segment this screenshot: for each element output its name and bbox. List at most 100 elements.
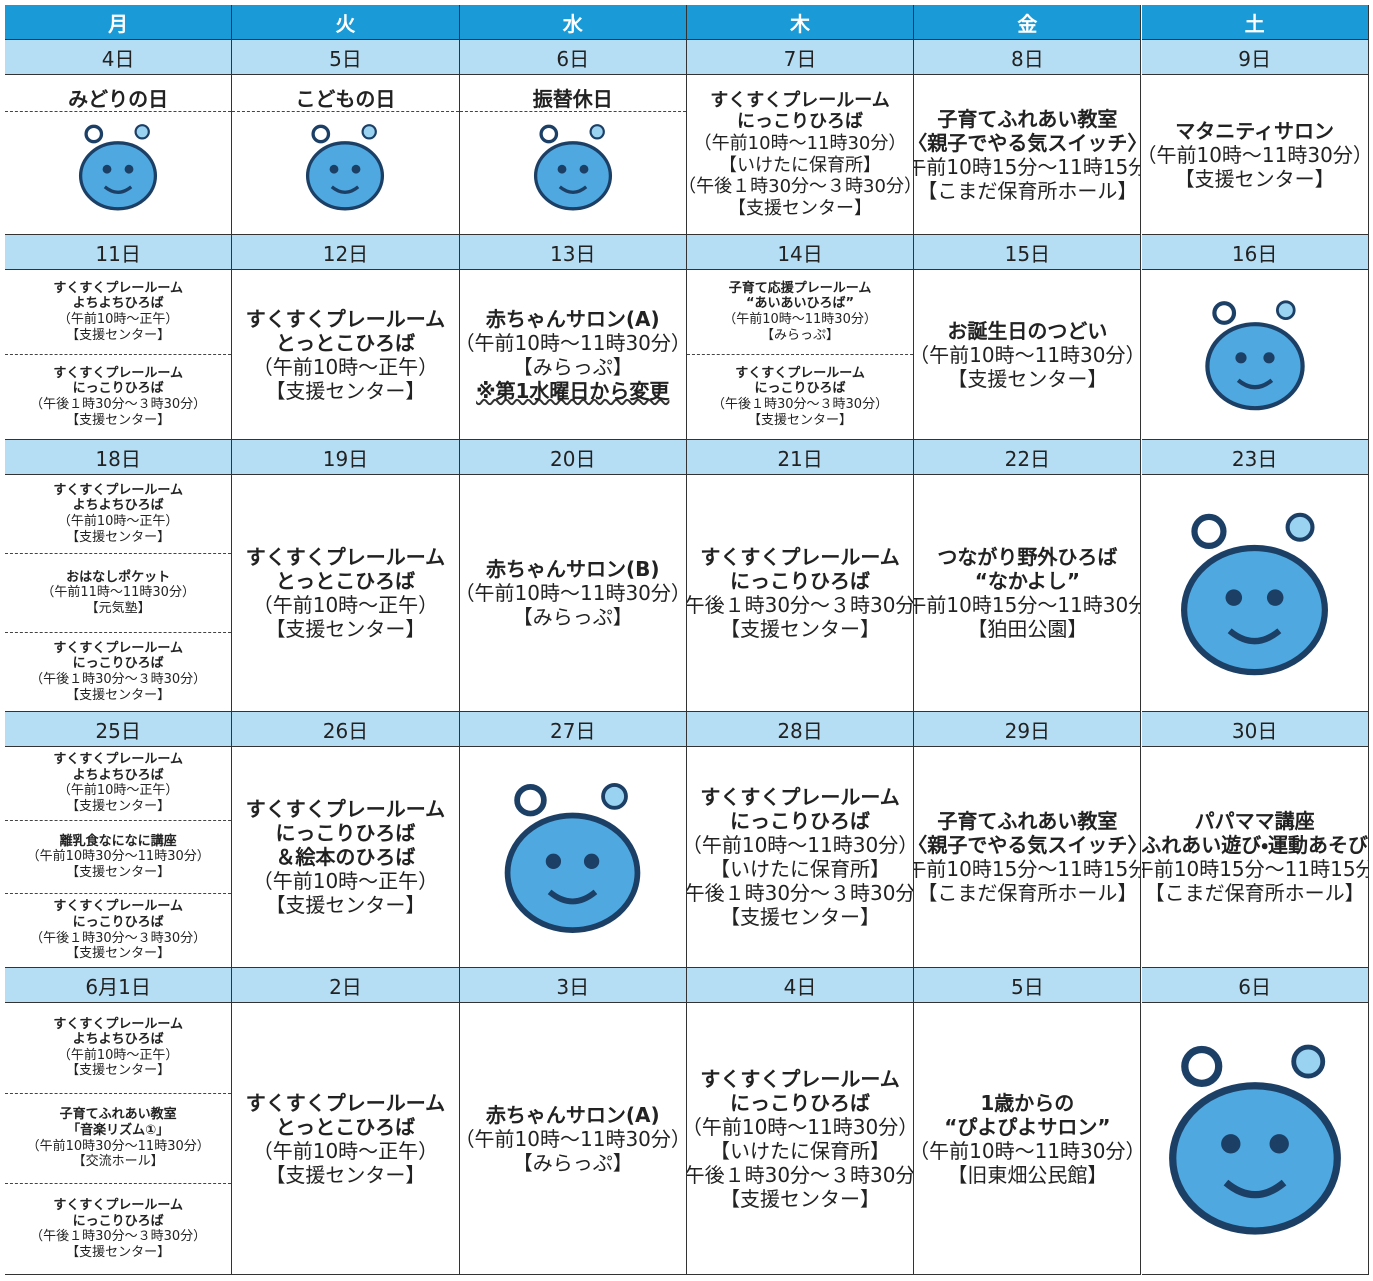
event-section: パパママ講座「ふれあい遊び・運動あそび」（午前10時15分～11時15分）【こま… [1142, 747, 1368, 967]
weekday-header: 金 [914, 5, 1142, 40]
event-text: （午前11時～11時30分） [41, 585, 195, 601]
event-text: すくすくプレールーム [700, 785, 900, 809]
event-text: 【いけたに保育所】 [710, 1138, 891, 1163]
event-section: お誕生日のつどい （午前10時～11時30分） 【支援センター】 [914, 270, 1140, 439]
date-cell: 14日 [686, 235, 915, 270]
event-section: すくすくプレールーム とっとこひろば （午前10時～正午） 【支援センター】 [232, 270, 458, 439]
event-text: “ぴよぴよサロン” [944, 1114, 1111, 1139]
event-text: とっとこひろば [275, 569, 416, 593]
date-cell: 28日 [686, 712, 915, 747]
event-text: 【支援センター】 [66, 1244, 171, 1260]
event-text: 【支援センター】 [66, 327, 171, 343]
event-text: （午前10時～正午） [252, 593, 439, 617]
event-text: 【交流ホール】 [72, 1154, 164, 1170]
event-text: （午前10時～正午） [57, 783, 179, 799]
date-cell: 27日 [459, 712, 687, 747]
event-text: 〈親子でやる気スイッチ〉 [914, 130, 1142, 155]
event-text: （午前10時～11時30分） [459, 330, 687, 355]
event-text: 赤ちゃんサロン(A) [485, 1102, 660, 1127]
weekday-header: 水 [459, 5, 687, 40]
event-cell: 赤ちゃんサロン(B) （午前10時～11時30分） 【みらっぷ】 [459, 475, 687, 712]
event-text: すくすくプレールーム [53, 640, 183, 656]
date-cell: 5日 [914, 968, 1142, 1003]
event-section: 振替休日 [459, 87, 686, 112]
event-text: 【支援センター】 [66, 1063, 171, 1079]
date-cell: 4日 [5, 40, 233, 75]
event-text: マタニティサロン [1175, 118, 1335, 143]
event-text: ※第1水曜日から変更 [476, 378, 670, 403]
illustration [1181, 512, 1329, 675]
event-text: （午前10時～正午） [57, 312, 179, 327]
event-text: にっこりひろば [72, 1213, 164, 1229]
event-text: すくすくプレールーム [53, 280, 183, 296]
event-cell: すくすくプレールーム とっとこひろば （午前10時～正午） 【支援センター】 [232, 1003, 460, 1275]
date-cell: 13日 [459, 235, 687, 270]
illustration [504, 782, 641, 933]
event-text: パパママ講座 [1194, 809, 1315, 833]
event-text: （午後１時30分～３時30分） [686, 881, 915, 905]
illustration [306, 124, 385, 211]
event-text: 子育て応援プレールーム [728, 280, 872, 296]
event-cell: すくすくプレールーム にっこりひろば （午前10時～11時30分） 【いけたに保育所】… [686, 747, 915, 968]
event-section: すくすくプレールームにっこりひろば（午後１時30分～３時30分）【支援センター】 [5, 1184, 231, 1274]
event-text: （午前10時～正午） [252, 869, 439, 893]
event-text: 【いけたに保育所】 [719, 154, 882, 176]
event-cell: 1歳からの “ぴよぴよサロン” （午前10時～11時30分） 【旧東畑公民館】 [914, 1003, 1142, 1275]
event-cell: みどりの日 [5, 75, 233, 235]
event-text: すくすくプレールーム [700, 1066, 900, 1091]
event-section: 赤ちゃんサロン(B) （午前10時～11時30分） 【みらっぷ】 [460, 475, 686, 711]
event-text: 【支援センター】 [748, 412, 853, 428]
event-cell: マタニティサロン （午前10時～11時30分） 【支援センター】 [1141, 75, 1369, 235]
date-cell: 8日 [914, 40, 1142, 75]
event-text: にっこりひろば [730, 809, 871, 833]
event-text: にっこりひろば [72, 381, 164, 397]
event-cell: すくすくプレールーム よちよちひろば （午前10時～正午） 【支援センター】 子育てふれ… [5, 1003, 233, 1275]
date-cell: 11日 [5, 235, 233, 270]
event-text: すくすくプレールーム [700, 545, 900, 569]
date-cell: 5日 [232, 40, 460, 75]
illustration [79, 124, 158, 211]
event-cell [459, 747, 687, 968]
event-text: “あいあいひろば” [745, 296, 855, 312]
event-cell: 赤ちゃんサロン(A) （午前10時～11時30分） 【みらっぷ】 [459, 1003, 687, 1275]
event-text: とっとこひろば [275, 330, 416, 355]
event-text: すくすくプレールーム [245, 306, 446, 331]
event-text: すくすくプレールーム [53, 1197, 183, 1213]
event-cell: すくすくプレールーム にっこりひろば （午前10時～11時30分） 【いけたに保育所】… [686, 75, 915, 235]
event-text: （午後１時30分～３時30分） [711, 397, 889, 412]
event-section: すくすくプレールームにっこりひろば（午後１時30分～３時30分）【支援センター】 [687, 355, 913, 439]
date-cell: 15日 [914, 235, 1142, 270]
event-text: すくすくプレールーム [53, 482, 183, 498]
event-text: 子育てふれあい教室 [937, 106, 1118, 131]
event-text: 【支援センター】 [66, 946, 171, 962]
event-cell: お誕生日のつどい （午前10時～11時30分） 【支援センター】 [914, 270, 1142, 440]
event-text: すくすくプレールーム [245, 797, 446, 821]
event-text: つながり野外ひろば [937, 545, 1118, 569]
date-cell: 29日 [914, 712, 1142, 747]
event-text: 〈親子でやる気スイッチ〉 [914, 833, 1142, 857]
illustration [533, 124, 612, 211]
event-text: お誕生日のつどい [947, 318, 1108, 343]
weekday-header: 火 [232, 5, 460, 40]
event-text: （午前10時～11時30分） [459, 581, 687, 605]
event-text: 【みらっぷ】 [512, 1150, 633, 1175]
event-text: 【みらっぷ】 [761, 327, 840, 343]
event-text: （午前10時15分～11時15分） [914, 154, 1140, 179]
event-text: 赤ちゃんサロン(B) [485, 557, 660, 581]
event-section: おはなしポケット （午前11時～11時30分） 【元気塾】 [5, 554, 232, 633]
event-text: （午前10時～11時30分） [686, 1114, 915, 1139]
event-section: すくすくプレールームにっこりひろば（午後１時30分～３時30分）【支援センター】 [5, 633, 231, 711]
event-section: 1歳からの “ぴよぴよサロン” （午前10時～11時30分） 【旧東畑公民館】 [914, 1003, 1140, 1274]
event-section: すくすくプレールーム にっこりひろば ＆絵本のひろば （午前10時～正午） 【支援センタ… [232, 747, 458, 967]
event-text: ＆絵本のひろば [275, 845, 416, 869]
event-section: すくすくプレールーム よちよちひろば （午前10時～正午） 【支援センター】 [5, 747, 232, 821]
event-cell: すくすくプレールーム よちよちひろば （午前10時～正午） 【支援センター】 離乳食なに… [5, 747, 233, 968]
event-text: にっこりひろば [72, 656, 164, 672]
weekday-header: 木 [686, 5, 915, 40]
event-text: 【支援センター】 [947, 366, 1108, 391]
event-text: 【こまだ保育所ホール】 [917, 178, 1138, 203]
event-section: すくすくプレールーム にっこりひろば （午前10時～11時30分） 【いけたに保育所】… [687, 75, 913, 234]
event-text: （午前10時～11時30分） [459, 1126, 687, 1151]
event-text: （午後１時30分～３時30分） [686, 1162, 915, 1187]
event-section: すくすくプレールーム とっとこひろば （午前10時～正午） 【支援センター】 [232, 1003, 458, 1274]
